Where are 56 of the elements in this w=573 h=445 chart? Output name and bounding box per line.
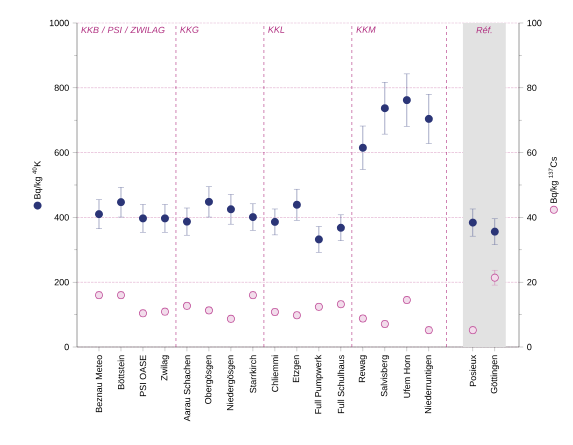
point <box>490 228 499 236</box>
x-tick-label: Etzgen <box>292 355 301 382</box>
point <box>358 144 367 152</box>
y-axis-title: Bq/kg $^{40}$K <box>32 160 42 199</box>
annotation: KKB / PSI / ZWILAG <box>81 26 165 34</box>
y-tick-label: 800 <box>54 84 69 91</box>
point <box>204 198 213 206</box>
x-tick-label: Full Schulhaus <box>338 355 344 414</box>
y2-tick-label: 0 <box>527 344 532 350</box>
y2-axis-title: Bq/kg $^{137}$Cs <box>548 156 559 203</box>
x-tick-label: PSI OASE <box>140 355 146 396</box>
point <box>314 235 323 244</box>
point <box>380 104 389 112</box>
point <box>292 200 301 209</box>
x-tick-label: Niedergösgen <box>226 355 236 410</box>
x-tick-label: Full Pumpwerk <box>314 354 324 414</box>
point <box>336 224 345 232</box>
y2-tick-label: 100 <box>527 20 542 26</box>
annotation: KKM <box>356 26 376 33</box>
y2-tick-label: 20 <box>527 279 536 286</box>
annotation: KKL <box>268 26 284 33</box>
point <box>468 218 477 227</box>
point <box>116 198 125 206</box>
point <box>490 274 499 282</box>
x-tick-label: Zwilag <box>160 355 170 381</box>
x-tick-label: Göttingen <box>490 355 500 394</box>
point <box>424 114 433 123</box>
x-tick-label: Obergösgen <box>204 355 214 404</box>
x-tick-label: Rewag <box>358 355 367 382</box>
x-tick-label: Posieux <box>470 354 476 386</box>
x-tick-label: Ufem Horn <box>404 355 410 398</box>
y2-tick-label: 60 <box>527 149 536 156</box>
x-tick-label: Böttstein <box>118 355 124 390</box>
y-tick-label: 400 <box>54 214 69 221</box>
x-tick-label: Aarau Schachen <box>184 355 190 422</box>
point <box>138 214 147 222</box>
band-label: Réf. <box>476 26 492 34</box>
point <box>248 213 257 222</box>
y2-tick-label: 80 <box>527 84 536 91</box>
y-tick-label: 1000 <box>50 20 69 26</box>
point <box>226 205 235 214</box>
point <box>270 218 279 226</box>
annotation: KKG <box>180 26 199 33</box>
y-tick-label: 600 <box>54 149 69 156</box>
x-tick-label: Beznau Meteo <box>96 355 102 412</box>
x-tick-label: Niederruntigen <box>424 355 434 414</box>
x-tick-label: Starrkirch <box>250 355 256 393</box>
point <box>402 96 411 104</box>
point <box>94 210 103 218</box>
point <box>160 214 169 222</box>
x-tick-label: Salvisberg <box>380 355 390 396</box>
y2-tick-label: 40 <box>527 214 536 221</box>
y-tick-label: 200 <box>54 279 69 286</box>
y-tick-label: 0 <box>64 344 69 350</box>
point <box>182 218 191 226</box>
x-tick-label: Chliemmi <box>272 355 278 392</box>
